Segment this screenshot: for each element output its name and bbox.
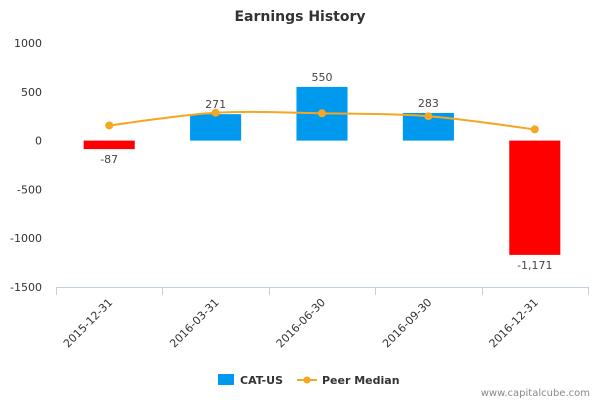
peer-median-point	[105, 121, 114, 130]
legend: CAT-US Peer Median	[218, 374, 400, 387]
legend-label-cat-us: CAT-US	[240, 374, 283, 387]
legend-swatch-cat-us	[218, 374, 234, 385]
peer-median-point	[318, 109, 326, 118]
bar-cat-us	[190, 114, 242, 141]
x-tick-label: 2016-09-30	[380, 296, 434, 350]
bar-data-label: 550	[312, 71, 333, 84]
legend-marker-peer-median	[303, 376, 311, 384]
x-axis: 2015-12-31 2016-03-31 2016-06-30 2016-09-30…	[56, 287, 589, 350]
y-axis: 1000 500 0 -500 -1000 -1500	[10, 37, 42, 294]
chart-title: Earnings History	[234, 9, 365, 25]
y-tick-label: 1000	[14, 37, 42, 50]
bar-cat-us	[509, 140, 561, 255]
x-tick-label: 2016-03-31	[167, 296, 221, 350]
peer-median-series	[105, 108, 539, 134]
bar-data-label: -87	[100, 153, 118, 166]
y-tick-label: -1500	[10, 281, 42, 294]
peer-median-point	[211, 108, 220, 117]
bar-data-label: 271	[205, 98, 226, 111]
x-tick-label: 2016-06-30	[274, 296, 328, 350]
credit-text: www.capitalcube.com	[481, 388, 590, 399]
y-tick-label: -500	[17, 183, 42, 196]
y-tick-label: 500	[21, 86, 42, 99]
y-tick-label: 0	[35, 135, 42, 148]
peer-median-point	[424, 112, 433, 121]
data-labels: -87 271 550 283 -1,171	[100, 71, 552, 272]
bar-data-label: -1,171	[517, 259, 552, 272]
bar-data-label: 283	[418, 97, 439, 110]
peer-median-point	[530, 125, 539, 134]
legend-label-peer-median: Peer Median	[322, 374, 400, 387]
bar-cat-us	[83, 140, 135, 150]
y-tick-label: -1000	[10, 232, 42, 245]
x-tick-label: 2016-12-31	[487, 296, 541, 350]
x-tick-label: 2015-12-31	[61, 296, 115, 350]
